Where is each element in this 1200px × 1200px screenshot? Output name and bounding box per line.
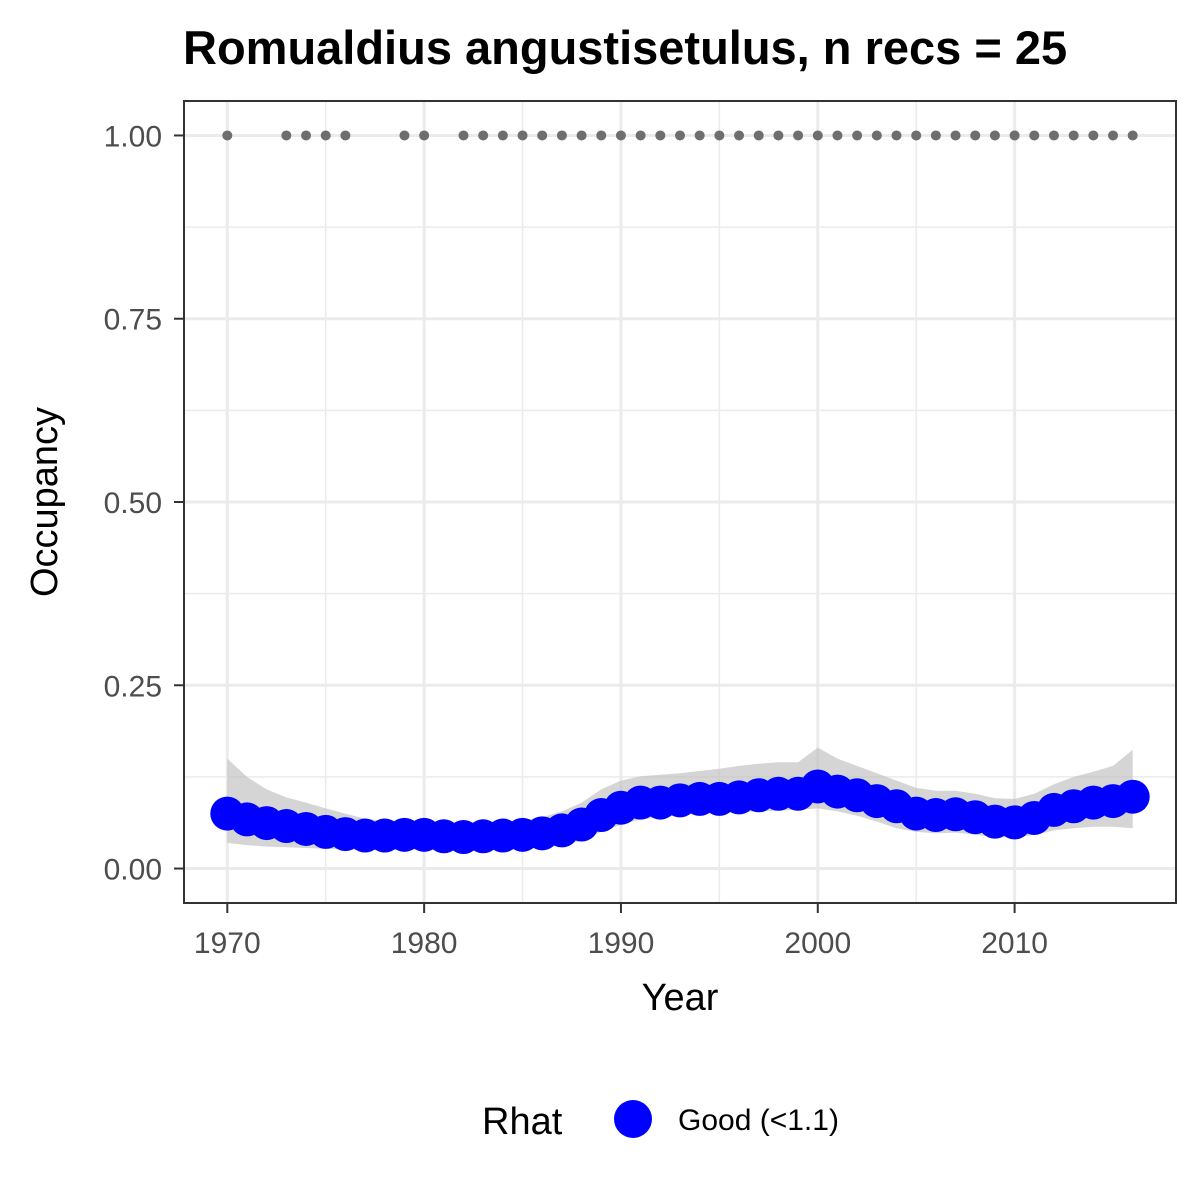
legend-label-good: Good (<1.1) <box>678 1104 839 1137</box>
record-point <box>970 130 981 141</box>
y-tick-label: 0.50 <box>104 487 162 520</box>
y-axis-title: Occupancy <box>24 407 66 597</box>
record-point <box>1029 130 1040 141</box>
record-point <box>911 130 922 141</box>
record-point <box>734 130 745 141</box>
y-tick-label: 1.00 <box>104 120 162 153</box>
record-point <box>576 130 587 141</box>
record-point <box>694 130 705 141</box>
record-points-layer <box>222 130 1138 141</box>
record-point <box>1068 130 1079 141</box>
record-point <box>478 130 489 141</box>
record-point <box>419 130 430 141</box>
record-point <box>340 130 351 141</box>
record-point <box>556 130 567 141</box>
record-point <box>458 130 469 141</box>
record-point <box>793 130 804 141</box>
y-tick-label: 0.00 <box>104 854 162 887</box>
record-point <box>596 130 607 141</box>
record-point <box>989 130 1000 141</box>
record-point <box>655 130 666 141</box>
x-tick-label: 2010 <box>981 927 1048 960</box>
axis-ticks: 1970 1980 1990 2000 2010 0.00 0.25 0.50 0.75 1.00 <box>104 120 1048 960</box>
record-point <box>222 130 233 141</box>
record-point <box>399 130 410 141</box>
record-point <box>714 130 725 141</box>
record-point <box>615 130 626 141</box>
record-point <box>832 130 843 141</box>
record-point <box>753 130 764 141</box>
record-point <box>537 130 548 141</box>
record-point <box>497 130 508 141</box>
x-tick-label: 2000 <box>784 927 851 960</box>
record-point <box>320 130 331 141</box>
record-point <box>1108 130 1119 141</box>
y-tick-label: 0.25 <box>104 670 162 703</box>
y-tick-label: 0.75 <box>104 304 162 337</box>
occupancy-point <box>1115 779 1150 814</box>
occupancy-estimate-layer <box>210 769 1150 855</box>
record-point <box>1127 130 1138 141</box>
x-tick-label: 1970 <box>194 927 261 960</box>
record-point <box>950 130 961 141</box>
legend-title: Rhat <box>482 1101 563 1143</box>
record-point <box>635 130 646 141</box>
x-axis-title: Year <box>642 977 719 1019</box>
record-point <box>1088 130 1099 141</box>
x-tick-label: 1980 <box>391 927 458 960</box>
record-point <box>812 130 823 141</box>
record-point <box>871 130 882 141</box>
record-point <box>1009 130 1020 141</box>
legend-key-good <box>614 1100 652 1138</box>
record-point <box>1048 130 1059 141</box>
record-point <box>675 130 685 141</box>
record-point <box>773 130 784 141</box>
x-tick-label: 1990 <box>588 927 655 960</box>
legend: Rhat Good (<1.1) <box>482 1100 839 1143</box>
record-point <box>891 130 902 141</box>
chart-title: Romualdius angustisetulus, n recs = 25 <box>183 21 1068 74</box>
record-point <box>517 130 528 141</box>
record-point <box>852 130 863 141</box>
record-point <box>930 130 941 141</box>
record-point <box>301 130 312 141</box>
record-point <box>281 130 292 141</box>
